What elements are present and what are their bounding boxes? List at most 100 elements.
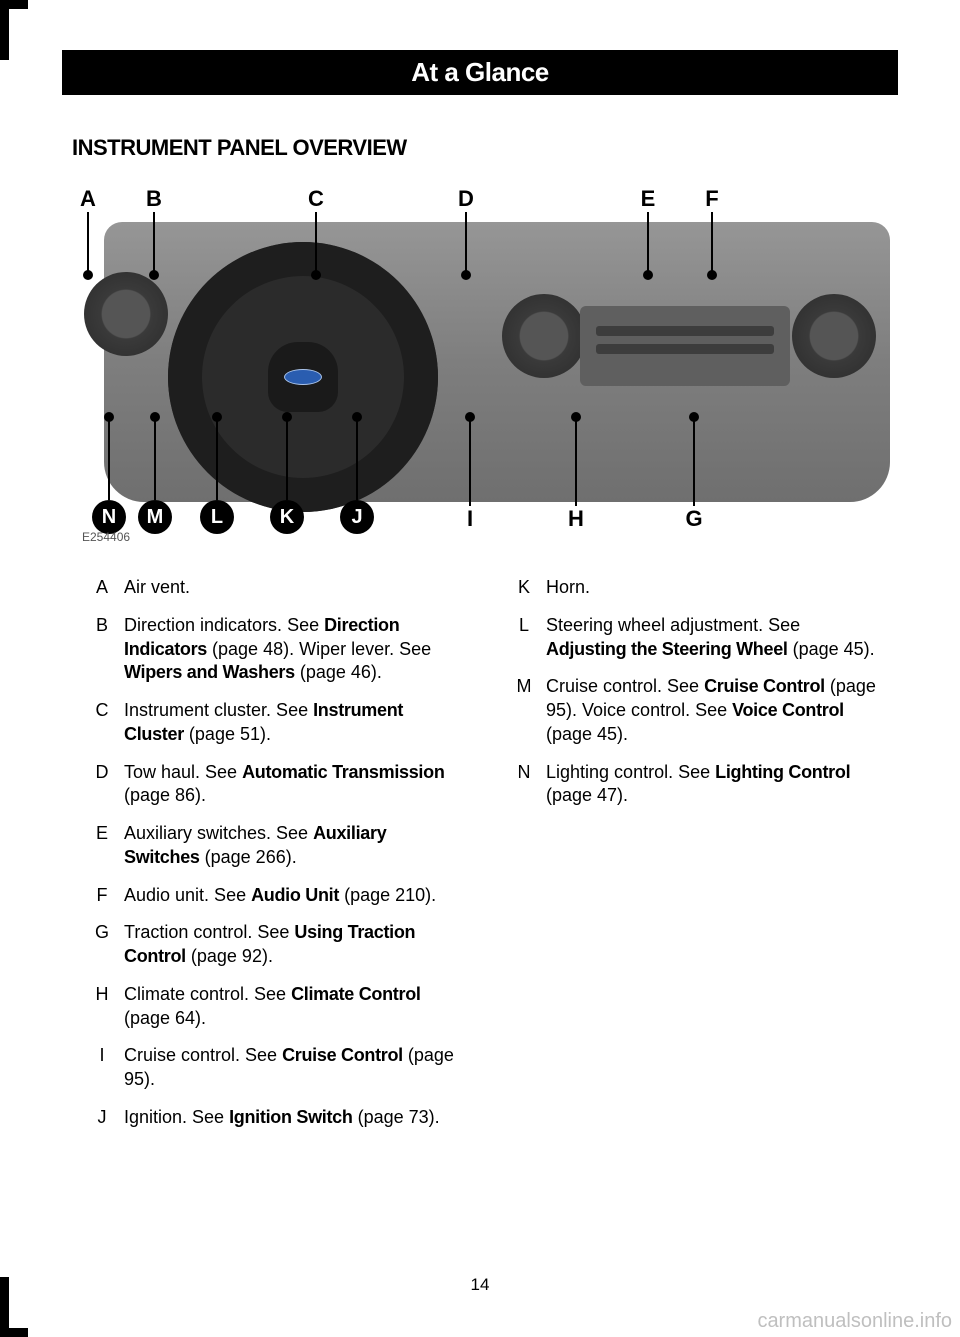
legend-letter: A (80, 576, 124, 600)
callout-dot-C (311, 270, 321, 280)
callout-dot-L (212, 412, 222, 422)
legend-item-D: DTow haul. See Automatic Transmission (p… (80, 761, 458, 809)
legend-item-C: CInstrument cluster. See Instrument Clus… (80, 699, 458, 747)
legend-letter: I (80, 1044, 124, 1092)
callout-lead-B (153, 212, 155, 272)
legend-letter: B (80, 614, 124, 685)
legend-left-column: AAir vent.BDirection indicators. See Dir… (80, 576, 458, 1144)
callout-label-E: E (636, 186, 660, 212)
legend-desc: Lighting control. See Lighting Control (… (546, 761, 880, 809)
legend-item-F: FAudio unit. See Audio Unit (page 210). (80, 884, 458, 908)
callout-dot-M (150, 412, 160, 422)
callout-dot-K (282, 412, 292, 422)
legend-letter: M (502, 675, 546, 746)
legend-desc: Auxiliary switches. See Auxiliary Switch… (124, 822, 458, 870)
audio-unit-shape (580, 306, 790, 386)
callout-lead-M (154, 420, 156, 500)
section-title: INSTRUMENT PANEL OVERVIEW (72, 135, 407, 161)
legend-item-E: EAuxiliary switches. See Auxiliary Switc… (80, 822, 458, 870)
legend-item-L: LSteering wheel adjustment. See Adjustin… (502, 614, 880, 662)
legend-letter: G (80, 921, 124, 969)
legend-item-J: JIgnition. See Ignition Switch (page 73)… (80, 1106, 458, 1130)
callout-dot-D (461, 270, 471, 280)
callout-dot-E (643, 270, 653, 280)
dashboard-shape (104, 222, 890, 502)
image-reference: E254406 (82, 530, 130, 544)
chapter-header: At a Glance (62, 50, 898, 95)
legend-letter: J (80, 1106, 124, 1130)
wheel-emblem (284, 369, 322, 385)
callout-label-L: L (200, 500, 234, 534)
legend-letter: C (80, 699, 124, 747)
callout-dot-N (104, 412, 114, 422)
vent-left (84, 272, 168, 356)
callout-lead-J (356, 420, 358, 500)
legend-item-A: AAir vent. (80, 576, 458, 600)
vent-center (502, 294, 586, 378)
callout-dot-G (689, 412, 699, 422)
callout-label-K: K (270, 500, 304, 534)
legend-desc: Instrument cluster. See Instrument Clust… (124, 699, 458, 747)
callout-label-M: M (138, 500, 172, 534)
legend-letter: K (502, 576, 546, 600)
legend-desc: Direction indicators. See Direction Indi… (124, 614, 458, 685)
legend-item-G: GTraction control. See Using Traction Co… (80, 921, 458, 969)
callout-lead-E (647, 212, 649, 272)
callout-label-J: J (340, 500, 374, 534)
watermark: carmanualsonline.info (757, 1310, 952, 1333)
callout-label-C: C (304, 186, 328, 212)
legend-letter: D (80, 761, 124, 809)
callout-label-D: D (454, 186, 478, 212)
callout-dot-I (465, 412, 475, 422)
callout-lead-I (469, 420, 471, 506)
instrument-panel-diagram: ABCDEF NMLKJIHG E254406 (70, 190, 890, 530)
callout-lead-N (108, 420, 110, 500)
legend-letter: H (80, 983, 124, 1031)
legend-letter: L (502, 614, 546, 662)
legend-item-B: BDirection indicators. See Direction Ind… (80, 614, 458, 685)
legend-desc: Tow haul. See Automatic Transmission (pa… (124, 761, 458, 809)
legend-item-H: HClimate control. See Climate Control (p… (80, 983, 458, 1031)
legend-desc: Horn. (546, 576, 880, 600)
callout-lead-H (575, 420, 577, 506)
callout-dot-F (707, 270, 717, 280)
legend-letter: N (502, 761, 546, 809)
callout-label-N: N (92, 500, 126, 534)
legend-letter: E (80, 822, 124, 870)
callout-lead-L (216, 420, 218, 500)
legend-item-K: KHorn. (502, 576, 880, 600)
callout-dot-B (149, 270, 159, 280)
callout-lead-A (87, 212, 89, 272)
callout-label-I: I (458, 506, 482, 532)
legend-desc: Cruise control. See Cruise Control (page… (546, 675, 880, 746)
page-corner-top (0, 0, 28, 60)
page-number: 14 (0, 1275, 960, 1295)
legend-item-I: ICruise control. See Cruise Control (pag… (80, 1044, 458, 1092)
legend-item-M: MCruise control. See Cruise Control (pag… (502, 675, 880, 746)
callout-lead-D (465, 212, 467, 272)
legend-desc: Air vent. (124, 576, 458, 600)
callout-label-G: G (682, 506, 706, 532)
legend-desc: Climate control. See Climate Control (pa… (124, 983, 458, 1031)
callout-dot-H (571, 412, 581, 422)
callout-label-F: F (700, 186, 724, 212)
callout-label-B: B (142, 186, 166, 212)
callout-label-H: H (564, 506, 588, 532)
legend-desc: Steering wheel adjustment. See Adjusting… (546, 614, 880, 662)
legend-right-column: KHorn.LSteering wheel adjustment. See Ad… (502, 576, 880, 1144)
callout-lead-K (286, 420, 288, 500)
legend-desc: Audio unit. See Audio Unit (page 210). (124, 884, 458, 908)
callout-lead-C (315, 212, 317, 272)
steering-wheel (168, 242, 438, 512)
legend-desc: Traction control. See Using Traction Con… (124, 921, 458, 969)
legend-desc: Ignition. See Ignition Switch (page 73). (124, 1106, 458, 1130)
legend-columns: AAir vent.BDirection indicators. See Dir… (80, 576, 880, 1144)
vent-right (792, 294, 876, 378)
callout-dot-A (83, 270, 93, 280)
legend-letter: F (80, 884, 124, 908)
callout-lead-F (711, 212, 713, 272)
callout-dot-J (352, 412, 362, 422)
legend-item-N: NLighting control. See Lighting Control … (502, 761, 880, 809)
callout-lead-G (693, 420, 695, 506)
callout-label-A: A (76, 186, 100, 212)
